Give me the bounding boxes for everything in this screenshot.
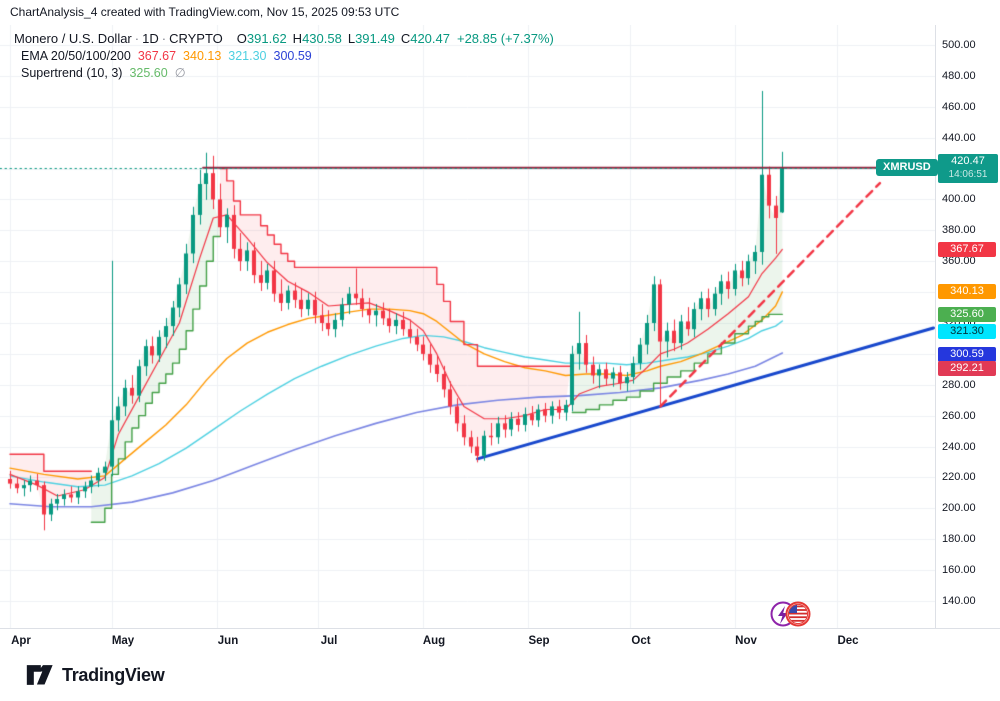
ema50-value: 340.13 [183, 49, 222, 63]
price-chart-canvas[interactable] [0, 25, 935, 628]
time-tick-label: Dec [837, 635, 859, 647]
supertrend-price-label: 325.60 [938, 306, 996, 322]
time-scale[interactable]: Apr May Jun Jul Aug Sep Oct Nov Dec [0, 628, 1000, 654]
ema200-price-label: 300.59 [938, 347, 996, 363]
symbol-exchange: CRYPTO [169, 31, 223, 46]
symbol-pair-logos [766, 598, 814, 635]
price-tick-label: 180.00 [942, 533, 976, 546]
high-label: H [292, 31, 303, 46]
price-tick-label: 220.00 [942, 471, 976, 484]
time-tick-label: May [111, 635, 135, 647]
symbol-name-label: XMRUSD [876, 159, 938, 177]
close-label: C [400, 31, 411, 46]
open-label: O [236, 31, 247, 46]
price-tick-label: 240.00 [942, 440, 976, 453]
separator-dot: · [161, 31, 167, 46]
time-tick-label: Aug [422, 635, 446, 647]
time-tick-label: Apr [11, 635, 31, 647]
trendline-price-label: 292.21 [938, 361, 996, 377]
tradingview-logo-icon[interactable] [26, 662, 54, 688]
legend-symbol-row[interactable]: Monero / U.S. Dollar · 1D · CRYPTO O391.62 H43… [14, 31, 554, 47]
bar-countdown: 14:06:51 [948, 168, 988, 180]
ema200-value: 300.59 [273, 49, 312, 63]
price-tick-label: 200.00 [942, 502, 976, 515]
supertrend-value: 325.60 [129, 66, 168, 80]
low-value: 391.49 [355, 31, 395, 46]
legend-supertrend-row[interactable]: Supertrend (10, 3) 325.60 ∅ [14, 65, 554, 81]
price-tick-label: 460.00 [942, 100, 976, 113]
ema100-value: 321.30 [228, 49, 267, 63]
close-value: 420.47 [410, 31, 450, 46]
ema100-price-label: 321.30 [938, 324, 996, 340]
symbol-title[interactable]: Monero / U.S. Dollar [14, 31, 132, 46]
symbol-interval[interactable]: 1D [142, 31, 159, 46]
tradingview-wordmark[interactable]: TradingView [62, 664, 165, 685]
current-price-value: 420.47 [951, 154, 985, 167]
price-tick-label: 480.00 [942, 69, 976, 82]
time-tick-label: Oct [631, 635, 651, 647]
time-tick-label: Sep [528, 635, 550, 647]
price-tick-label: 400.00 [942, 193, 976, 206]
current-price-badge: 420.47 14:06:51 [938, 153, 998, 183]
low-label: L [347, 31, 356, 46]
price-scale[interactable]: 500.00480.00460.00440.00420.00400.00380.… [935, 25, 1000, 650]
price-tick-label: 500.00 [942, 39, 976, 51]
price-tick-label: 140.00 [942, 594, 976, 607]
page-title: ChartAnalysis_4 created with TradingView… [10, 5, 400, 19]
time-tick-label: Jun [217, 635, 239, 647]
footer-bar: TradingView [26, 662, 165, 688]
open-value: 391.62 [246, 31, 287, 46]
price-tick-label: 280.00 [942, 378, 976, 391]
us-flag-coin-icon [785, 601, 811, 627]
ema20-price-label: 367.67 [938, 241, 996, 257]
time-tick-label: Jul [320, 635, 338, 647]
ohlc-values: O391.62 H430.58 L391.49 C420.47 +28.85 (+7.3… [231, 31, 554, 46]
ema20-value: 367.67 [137, 49, 177, 63]
time-tick-label: Nov [735, 635, 757, 647]
ema50-price-label: 340.13 [938, 284, 996, 300]
legend-ema-row[interactable]: EMA 20/50/100/200 367.67 340.13 321.30 300.5… [14, 48, 554, 64]
chart-legend: Monero / U.S. Dollar · 1D · CRYPTO O391.62 H43… [14, 31, 554, 82]
ema-indicator-label[interactable]: EMA 20/50/100/200 [21, 49, 131, 63]
supertrend-indicator-label[interactable]: Supertrend (10, 3) [21, 66, 123, 80]
price-tick-label: 160.00 [942, 564, 976, 577]
price-tick-label: 260.00 [942, 409, 976, 422]
price-tick-label: 360.00 [942, 255, 976, 268]
high-value: 430.58 [302, 31, 342, 46]
price-tick-label: 380.00 [942, 224, 976, 237]
change-value: +28.85 (+7.37%) [456, 31, 554, 46]
price-tick-label: 440.00 [942, 131, 976, 144]
empty-set-icon: ∅ [174, 66, 186, 80]
separator-dot: · [134, 31, 140, 46]
